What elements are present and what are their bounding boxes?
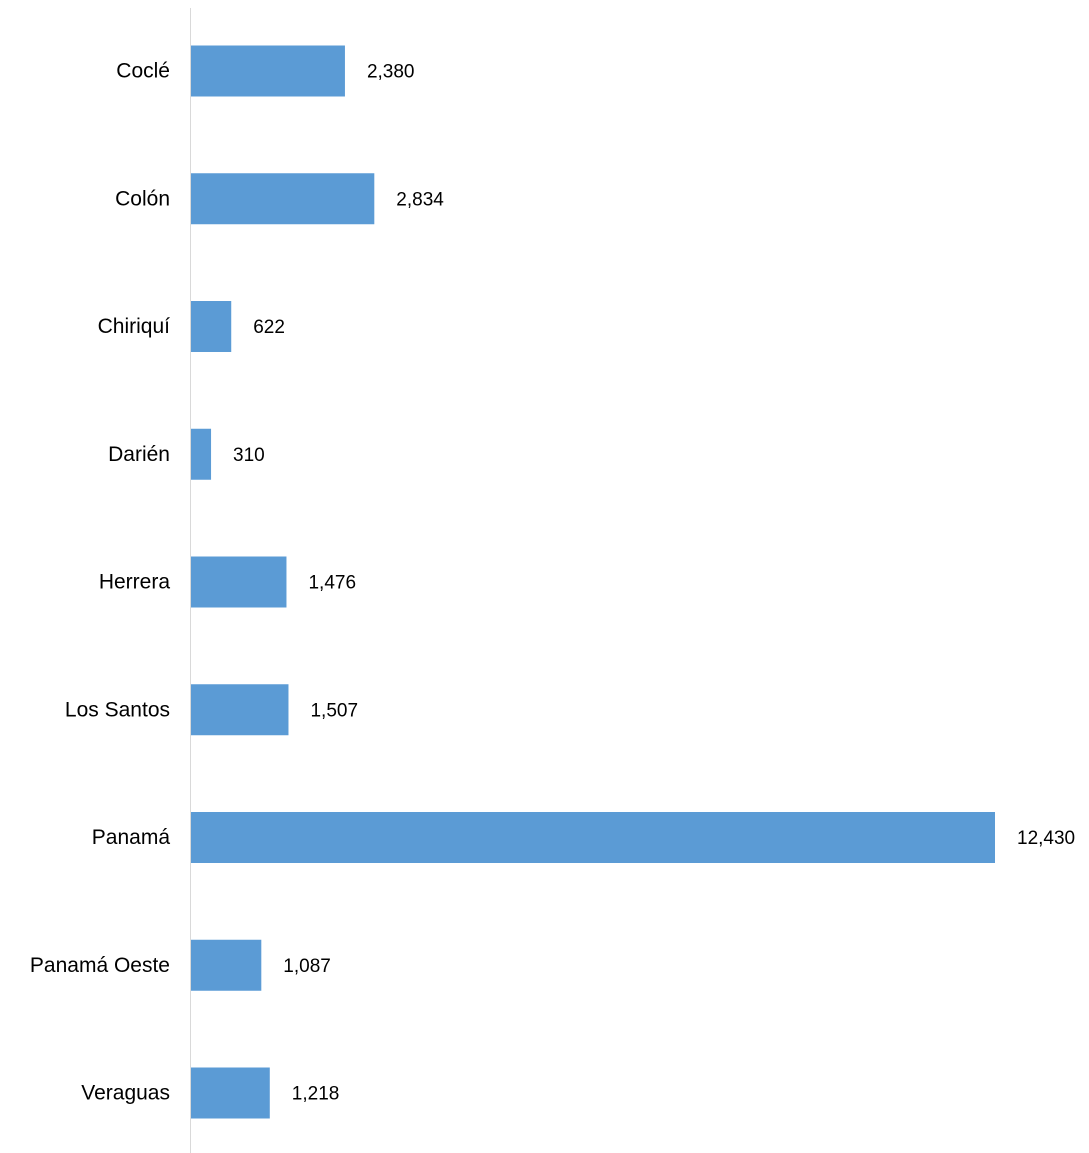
value-label: 1,087 (283, 956, 331, 977)
bar (191, 301, 232, 352)
bars-group (191, 45, 995, 1119)
category-label: Veraguas (81, 1082, 170, 1105)
bar (191, 556, 287, 608)
category-label: Coclé (116, 60, 170, 83)
value-label: 2,380 (367, 62, 415, 83)
category-label: Los Santos (65, 698, 170, 721)
category-label: Colón (115, 187, 170, 210)
value-label: 12,430 (1017, 828, 1075, 849)
bar (191, 173, 375, 225)
bar (191, 939, 262, 991)
category-label: Panamá (92, 826, 171, 849)
value-label: 622 (253, 317, 285, 338)
value-label: 1,218 (292, 1084, 340, 1105)
category-label: Panamá Oeste (30, 954, 170, 977)
bar (191, 684, 289, 736)
value-label: 2,834 (396, 189, 444, 210)
bar (191, 428, 212, 480)
value-label: 1,507 (310, 700, 358, 721)
category-labels-group: Coclé Colón Chiriquí Darién Herrera Los Santo… (30, 60, 170, 1105)
value-label: 310 (233, 445, 265, 466)
value-label: 1,476 (308, 573, 356, 594)
value-labels-group: 2,380 2,834 622 310 1,476 1,507 12,430 1,087 1,2… (233, 62, 1075, 1105)
category-label: Chiriquí (98, 315, 171, 338)
category-label: Darién (108, 443, 170, 466)
bar (191, 45, 345, 97)
category-label: Herrera (99, 571, 171, 594)
bar (191, 812, 995, 863)
bar (191, 1067, 270, 1119)
